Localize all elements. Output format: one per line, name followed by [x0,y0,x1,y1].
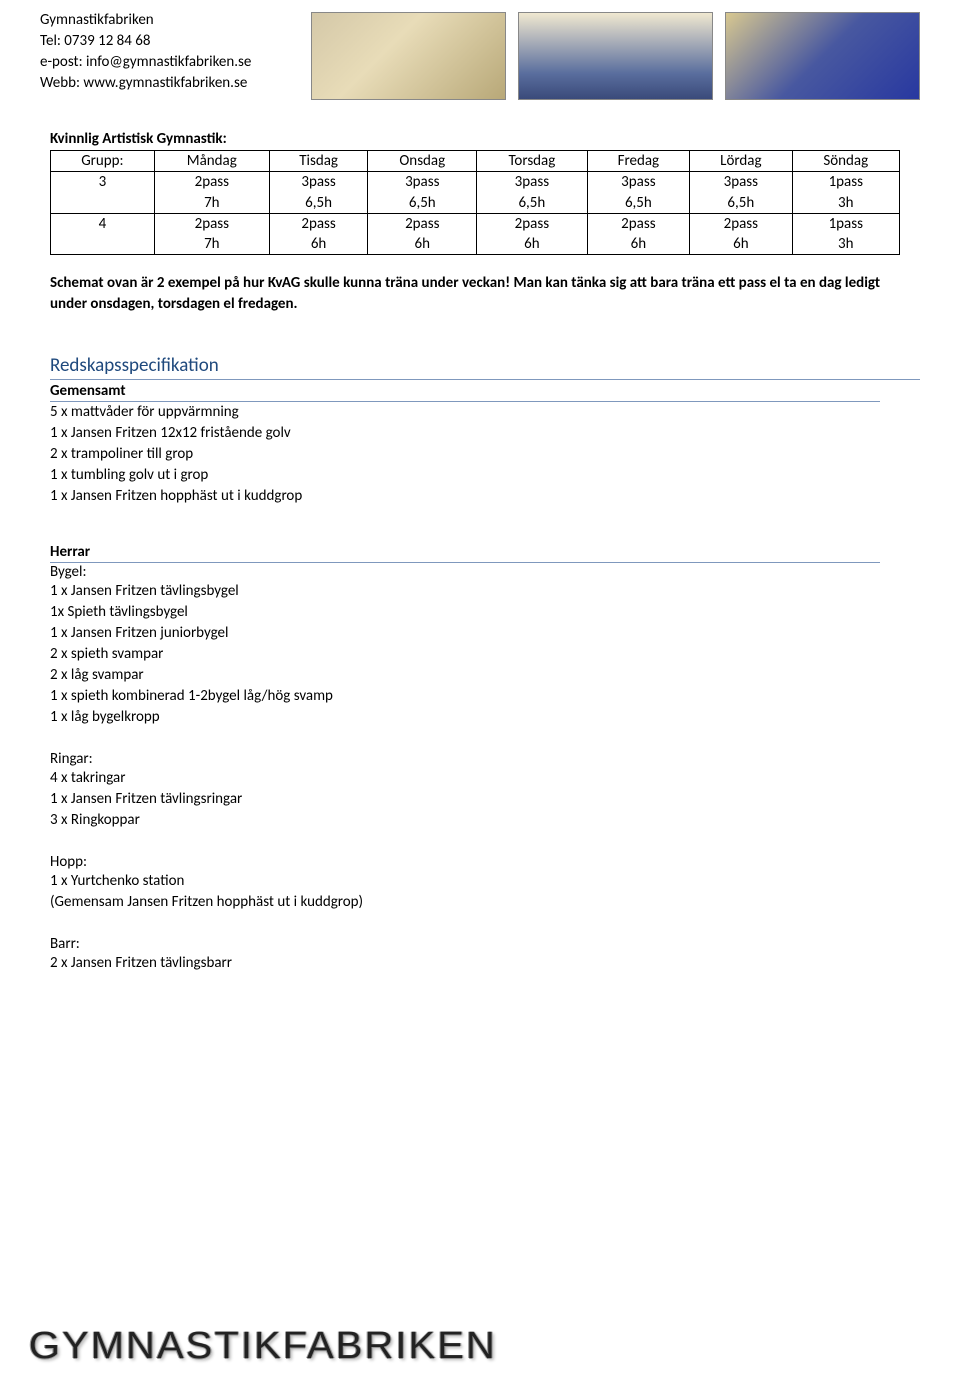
gemensamt-list: 5 x mattvåder för uppvärmning 1 x Jansen… [50,402,920,507]
cell: 2pass 6h [477,213,587,255]
list-item: 2 x trampoliner till grop [50,444,920,465]
org-name: Gymnastikfabriken [40,10,290,31]
spec-heading: Redskapsspecifikation [50,354,920,380]
footer-logo: GYMNASTIKFABRIKEN [29,1325,497,1368]
col-group: Grupp: [51,151,155,172]
cell: 2pass 7h [154,172,269,214]
cell: 3pass 6,5h [269,172,368,214]
barr-list: 2 x Jansen Fritzen tävlingsbarr [50,953,920,974]
photo-1 [311,12,506,100]
table-row: 4 2pass 7h 2pass 6h 2pass 6h 2pass 6h 2p… [51,213,900,255]
cell: 1pass 3h [792,172,899,214]
ringar-list: 4 x takringar 1 x Jansen Fritzen tävling… [50,768,920,831]
schedule-header-row: Grupp: Måndag Tisdag Onsdag Torsdag Fred… [51,151,900,172]
barr-label: Barr: [50,935,920,953]
list-item: 1 x Yurtchenko station [50,871,920,892]
bygel-list: 1 x Jansen Fritzen tävlingsbygel 1x Spie… [50,581,920,728]
list-item: 3 x Ringkoppar [50,810,920,831]
header-row: Gymnastikfabriken Tel: 0739 12 84 68 e-p… [40,10,920,100]
photo-2 [518,12,713,100]
hopp-list: 1 x Yurtchenko station (Gemensam Jansen … [50,871,920,913]
schedule-table: Grupp: Måndag Tisdag Onsdag Torsdag Fred… [50,150,900,255]
bygel-label: Bygel: [50,563,920,581]
list-item: 1 x Jansen Fritzen 12x12 fristående golv [50,423,920,444]
cell: 3pass 6,5h [690,172,792,214]
list-item: 1x Spieth tävlingsbygel [50,602,920,623]
schedule-title: Kvinnlig Artistisk Gymnastik: [50,130,920,148]
tel: Tel: 0739 12 84 68 [40,31,290,52]
cell: 2pass 6h [269,213,368,255]
col-sun: Söndag [792,151,899,172]
cell: 1pass 3h [792,213,899,255]
list-item: 2 x låg svampar [50,665,920,686]
list-item: 1 x spieth kombinerad 1-2bygel låg/hög s… [50,686,920,707]
col-sat: Lördag [690,151,792,172]
herrar-label: Herrar [50,543,880,563]
list-item: 1 x Jansen Fritzen juniorbygel [50,623,920,644]
col-tue: Tisdag [269,151,368,172]
cell: 2pass 7h [154,213,269,255]
contact-block: Gymnastikfabriken Tel: 0739 12 84 68 e-p… [40,10,290,100]
list-item: 2 x Jansen Fritzen tävlingsbarr [50,953,920,974]
table-row: 3 2pass 7h 3pass 6,5h 3pass 6,5h 3pass 6… [51,172,900,214]
photo-3 [725,12,920,100]
header-photos [305,10,920,100]
gemensamt-label: Gemensamt [50,382,880,402]
list-item: 1 x Jansen Fritzen tävlingsbygel [50,581,920,602]
cell: 3pass 6,5h [368,172,477,214]
list-item: 1 x Jansen Fritzen tävlingsringar [50,789,920,810]
list-item: (Gemensam Jansen Fritzen hopphäst ut i k… [50,892,920,913]
cell: 2pass 6h [690,213,792,255]
ringar-label: Ringar: [50,750,920,768]
cell: 2pass 6h [368,213,477,255]
list-item: 5 x mattvåder för uppvärmning [50,402,920,423]
list-item: 4 x takringar [50,768,920,789]
hopp-label: Hopp: [50,853,920,871]
col-mon: Måndag [154,151,269,172]
web: Webb: www.gymnastikfabriken.se [40,73,290,94]
group-cell: 3 [51,172,155,214]
list-item: 1 x tumbling golv ut i grop [50,465,920,486]
cell: 3pass 6,5h [587,172,690,214]
list-item: 1 x låg bygelkropp [50,707,920,728]
col-fri: Fredag [587,151,690,172]
cell: 3pass 6,5h [477,172,587,214]
col-thu: Torsdag [477,151,587,172]
cell: 2pass 6h [587,213,690,255]
list-item: 2 x spieth svampar [50,644,920,665]
email: e-post: info@gymnastikfabriken.se [40,52,290,73]
col-wed: Onsdag [368,151,477,172]
list-item: 1 x Jansen Fritzen hopphäst ut i kuddgro… [50,486,920,507]
group-cell: 4 [51,213,155,255]
schedule-note: Schemat ovan är 2 exempel på hur KvAG sk… [50,273,900,314]
